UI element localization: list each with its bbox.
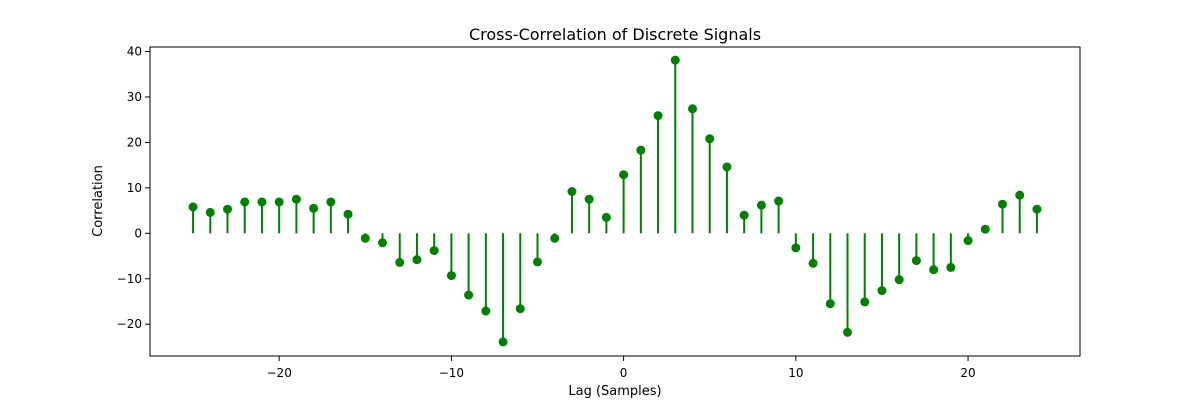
y-tick-label: −10 bbox=[117, 272, 142, 286]
stem-marker bbox=[929, 265, 939, 275]
stem-marker bbox=[326, 197, 336, 207]
y-tick-label: 40 bbox=[127, 45, 142, 59]
chart-title: Cross-Correlation of Discrete Signals bbox=[469, 25, 761, 44]
stem-marker bbox=[309, 203, 319, 213]
y-axis-label: Correlation bbox=[91, 165, 106, 237]
y-tick-label: −20 bbox=[117, 317, 142, 331]
chart-marks bbox=[188, 55, 1042, 347]
stem-marker bbox=[223, 204, 232, 214]
stem-marker bbox=[636, 145, 646, 155]
x-tick-label: −20 bbox=[267, 366, 292, 380]
stem-marker bbox=[240, 197, 250, 207]
stem-marker bbox=[670, 55, 680, 65]
stem-marker bbox=[894, 275, 904, 285]
stem-marker bbox=[843, 327, 852, 337]
stem-marker bbox=[980, 224, 990, 234]
stem-marker bbox=[567, 187, 577, 197]
stem-marker bbox=[515, 304, 525, 314]
y-tick-label: 10 bbox=[127, 181, 142, 195]
stem-marker bbox=[188, 202, 198, 212]
stem-marker bbox=[911, 256, 921, 266]
stem-marker bbox=[877, 286, 887, 296]
stem-marker bbox=[619, 170, 629, 180]
stem-marker bbox=[722, 162, 732, 172]
stem-marker bbox=[963, 236, 973, 246]
plot-frame bbox=[149, 46, 1081, 357]
x-axis-label: Lag (Samples) bbox=[568, 384, 661, 399]
stem-marker bbox=[1032, 204, 1042, 214]
y-tick-label: 30 bbox=[127, 90, 142, 104]
x-tick-label: 10 bbox=[788, 366, 803, 380]
stem-marker bbox=[860, 297, 870, 307]
y-tick-label: 0 bbox=[134, 226, 142, 240]
stem-marker bbox=[1015, 190, 1025, 200]
y-tick-label: 20 bbox=[127, 135, 142, 149]
x-tick-label: 0 bbox=[620, 366, 628, 380]
stem-marker bbox=[533, 257, 542, 267]
stem-marker bbox=[688, 104, 697, 114]
stem-marker bbox=[601, 212, 611, 222]
stem-marker bbox=[274, 197, 284, 207]
stem-marker bbox=[946, 262, 956, 272]
stem-marker bbox=[550, 233, 560, 243]
stem-marker bbox=[205, 207, 215, 217]
y-axis-ticks: −20 −10 0 10 20 30 40 bbox=[117, 45, 150, 331]
stem-marker bbox=[774, 196, 784, 206]
stem-marker bbox=[825, 299, 835, 309]
stem-marker bbox=[791, 243, 801, 253]
stem-marker bbox=[378, 238, 387, 248]
stem-marker bbox=[584, 194, 594, 204]
stem-marker bbox=[705, 134, 715, 144]
stem-marker bbox=[291, 194, 301, 204]
x-tick-label: 20 bbox=[960, 366, 975, 380]
stem-marker bbox=[464, 290, 474, 300]
x-tick-label: −10 bbox=[439, 366, 464, 380]
stem-marker bbox=[395, 257, 405, 267]
stem-marker bbox=[360, 233, 370, 243]
stem-marker bbox=[257, 197, 267, 207]
stem-marker bbox=[756, 200, 766, 210]
stem-marker bbox=[412, 255, 422, 265]
stem-marker bbox=[653, 111, 663, 121]
stem-marker bbox=[481, 306, 491, 316]
stem-marker bbox=[998, 199, 1007, 209]
stem-marker bbox=[343, 209, 353, 219]
stem-marker bbox=[808, 258, 818, 268]
x-axis-ticks: −20 −10 0 10 20 bbox=[267, 356, 976, 380]
stem-marker bbox=[446, 271, 456, 281]
stem-marker bbox=[498, 337, 508, 347]
stem-marker bbox=[429, 246, 439, 256]
stem-marker bbox=[739, 210, 749, 220]
